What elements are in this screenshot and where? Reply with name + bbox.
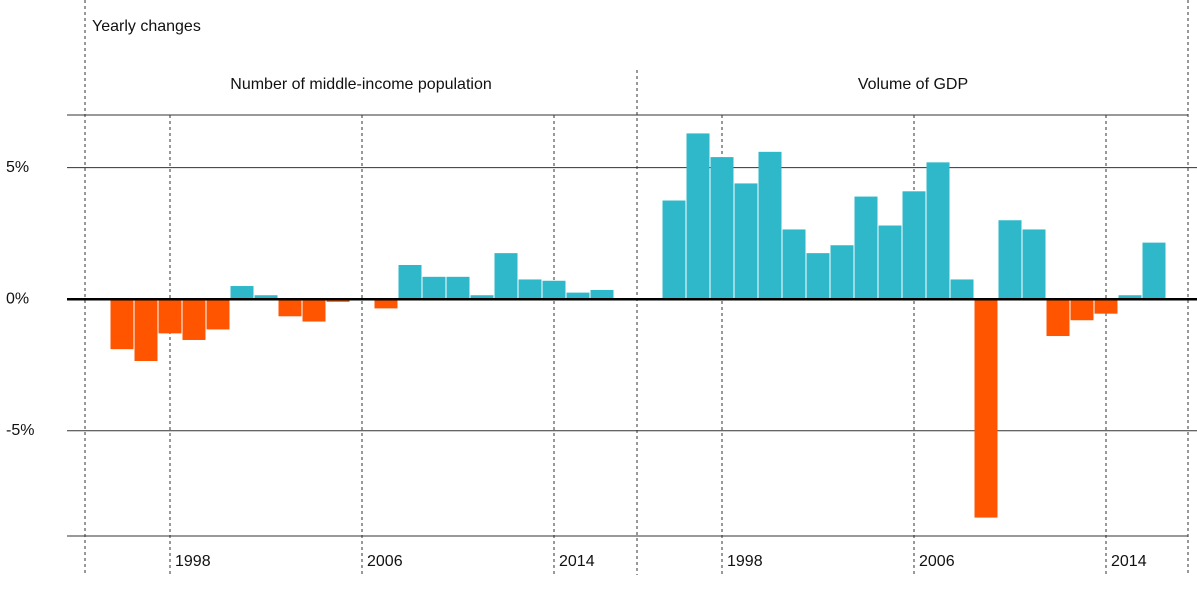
bar xyxy=(830,245,854,300)
x-tick-label: 2006 xyxy=(367,553,403,570)
bar xyxy=(254,295,278,300)
bar xyxy=(974,299,998,518)
bar xyxy=(206,299,230,330)
bar xyxy=(710,157,734,300)
bar xyxy=(902,191,926,300)
bar xyxy=(686,133,710,300)
x-tick-label: 2014 xyxy=(559,553,595,570)
bar xyxy=(1094,299,1118,314)
bar xyxy=(1046,299,1070,337)
bar xyxy=(422,276,446,300)
bar xyxy=(182,299,206,340)
x-tick-label: 1998 xyxy=(727,553,763,570)
bar xyxy=(110,299,134,350)
bar xyxy=(590,289,614,300)
x-tick-label: 1998 xyxy=(175,553,211,570)
x-tick-label: 2006 xyxy=(919,553,955,570)
bar xyxy=(854,196,878,300)
bar xyxy=(878,225,902,300)
bar xyxy=(446,276,470,300)
bar xyxy=(398,264,422,300)
bar xyxy=(1118,295,1142,300)
panel-borders xyxy=(84,0,1189,575)
panel-title: Volume of GDP xyxy=(858,76,968,93)
y-tick-label: 0% xyxy=(6,290,29,307)
y-tick-label: 5% xyxy=(6,159,29,176)
bar xyxy=(1142,242,1166,300)
bar xyxy=(734,183,758,300)
bar xyxy=(950,279,974,300)
y-tick-label: -5% xyxy=(6,422,34,439)
bar xyxy=(926,162,950,300)
bar xyxy=(998,220,1022,300)
bar xyxy=(374,299,398,309)
bar xyxy=(134,299,158,362)
bar xyxy=(1022,229,1046,300)
bar xyxy=(542,280,566,300)
bar xyxy=(278,299,302,317)
bar xyxy=(806,253,830,300)
y-axis-label: Yearly changes xyxy=(92,18,201,35)
bar xyxy=(494,253,518,300)
bar xyxy=(758,151,782,300)
bar xyxy=(1070,299,1094,321)
bar xyxy=(470,295,494,300)
bar xyxy=(782,229,806,300)
bar xyxy=(326,299,350,302)
bar xyxy=(662,200,686,300)
bar xyxy=(158,299,182,334)
panel-title: Number of middle-income population xyxy=(230,76,491,93)
bar xyxy=(230,286,254,300)
bar xyxy=(566,292,590,300)
bar xyxy=(302,299,326,322)
bar xyxy=(518,279,542,300)
x-tick-label: 2014 xyxy=(1111,553,1147,570)
